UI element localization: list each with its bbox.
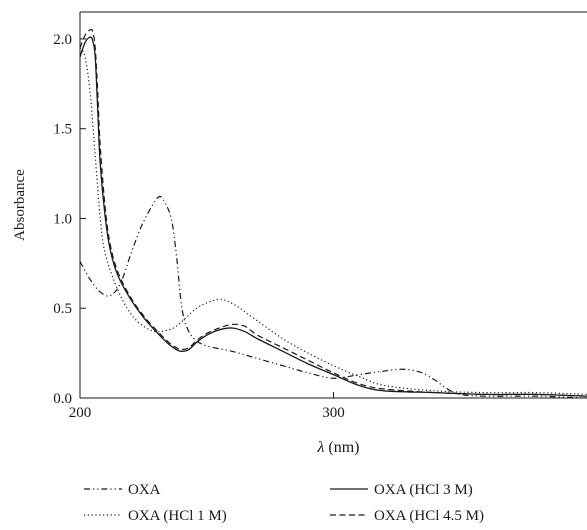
- series-line-oxa-hcl-1-m: [80, 47, 587, 396]
- legend-label: OXA (HCl 3 M): [374, 482, 473, 498]
- y-tick-label: 1.0: [53, 211, 72, 227]
- x-ticks: 200 300: [69, 392, 345, 421]
- legend-label: OXA (HCl 1 M): [128, 508, 227, 524]
- x-axis-label-symbol: λ: [316, 439, 324, 456]
- y-axis-label: Absorbance: [12, 169, 28, 241]
- series-line-oxa-hcl-3-m: [80, 36, 587, 397]
- y-tick-label: 2.0: [53, 32, 72, 48]
- y-tick-label: 0.5: [53, 301, 72, 317]
- y-tick-label: 1.5: [53, 122, 72, 138]
- x-tick-label: 200: [69, 405, 92, 421]
- series-line-oxa: [80, 195, 587, 398]
- series-lines: [80, 28, 587, 398]
- legend-label: OXA: [128, 482, 161, 498]
- y-tick-label: 0.0: [53, 391, 72, 407]
- legend-label: OXA (HCl 4.5 M): [374, 508, 484, 524]
- axes: [79, 11, 587, 399]
- series-line-oxa-hcl-4-5-m: [80, 28, 587, 397]
- x-tick-label: 300: [322, 405, 345, 421]
- legend: OXA OXA (HCl 3 M) OXA (HCl 1 M) OXA (HCl 4.…: [84, 482, 484, 524]
- x-axis-label-unit: (nm): [324, 439, 359, 456]
- x-axis-label: λ (nm): [316, 439, 359, 456]
- y-ticks: 0.0 0.5 1.0 1.5 2.0: [53, 32, 86, 407]
